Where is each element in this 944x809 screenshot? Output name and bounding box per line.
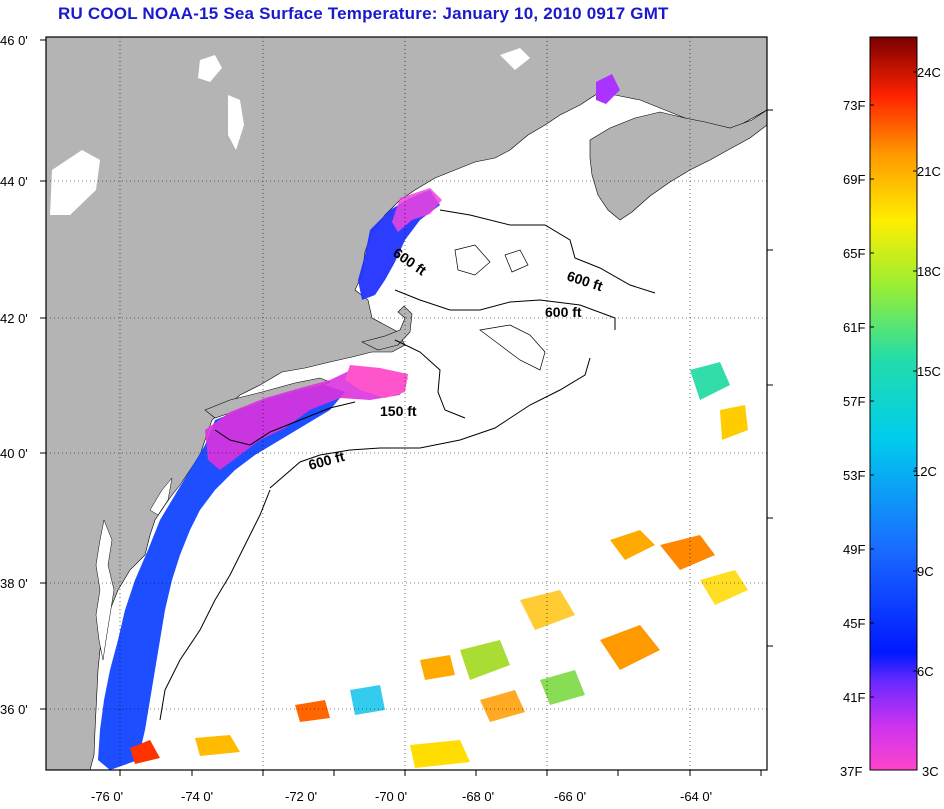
delaware-bay [149,477,173,516]
graticule [46,37,767,770]
land-mainland [46,37,767,770]
bathymetry-contours [159,209,656,721]
lat-label: 36 0' [0,702,28,717]
sst-patch-nj-shelf-pink [205,368,408,470]
tick-marks [40,39,773,776]
lake [500,48,530,70]
contour-label: 600 ft [545,304,582,320]
lat-label: 46 0' [0,33,28,48]
chesapeake-bay [95,519,115,661]
lake [228,95,244,150]
lon-label: -66 0' [554,789,586,804]
lake [198,55,222,82]
map-frame [45,36,768,771]
sst-patch-bay-of-fundy [596,74,620,104]
sst-patch-ri-sound [345,365,408,398]
lon-label: -68 0' [462,789,494,804]
lat-label: 40 0' [0,446,28,461]
lon-label: -72 0' [285,789,317,804]
lon-label: -76 0' [91,789,123,804]
map-title: RU COOL NOAA-15 Sea Surface Temperature:… [58,4,669,23]
land-nova-scotia [589,109,767,221]
lat-label: 44 0' [0,174,28,189]
lake [50,150,100,215]
land-cape-cod [361,305,413,351]
georges-bank-contours [454,244,546,371]
lat-label: 42 0' [0,311,28,326]
sst-patch-gulf-of-maine-edge [392,188,442,232]
lon-label: -64 0' [680,789,712,804]
lat-label: 38 0' [0,576,28,591]
lon-label: -70 0' [375,789,407,804]
contour-label: 150 ft [380,403,417,419]
sst-offshore-scatter [130,362,748,768]
lon-label: -74 0' [181,789,213,804]
